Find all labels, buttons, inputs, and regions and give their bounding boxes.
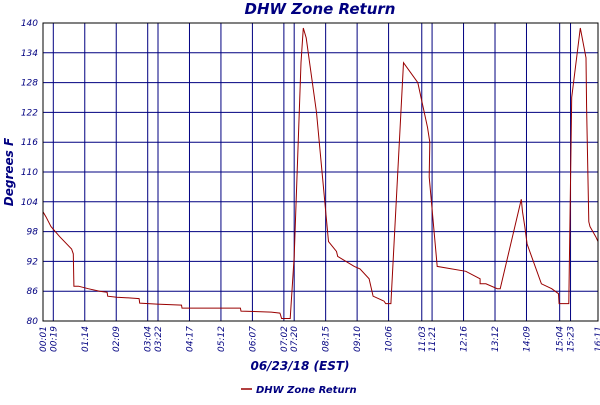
y-tick-label: 116	[21, 138, 38, 148]
y-tick-labels: 80 86 92 98 104 110 116 122 128 134 140	[21, 19, 38, 327]
x-tick-label: 04:17	[185, 326, 195, 352]
x-tick-label: 02:09	[112, 326, 122, 352]
x-tick-label: 06:07	[248, 326, 258, 352]
y-tick-label: 92	[27, 257, 39, 267]
legend: DHW Zone Return	[241, 385, 357, 396]
x-tick-label: 13:12	[491, 326, 501, 352]
x-tick-label: 16:11	[594, 326, 600, 352]
y-axis-label: Degrees F	[2, 137, 16, 206]
x-tick-label: 00:01	[39, 326, 49, 352]
y-tick-label: 98	[27, 228, 39, 238]
plot-frame	[42, 22, 599, 322]
y-tick-label: 122	[21, 108, 38, 118]
x-tick-label: 05:12	[217, 326, 227, 352]
y-tick-label: 110	[21, 168, 38, 178]
x-tick-label: 09:10	[353, 326, 363, 352]
x-tick-label: 10:06	[385, 326, 395, 352]
chart-title: DHW Zone Return	[245, 0, 396, 18]
x-tick-label: 12:16	[460, 326, 470, 352]
x-tick-label: 01:14	[81, 326, 91, 352]
y-tick-label: 128	[21, 79, 38, 89]
x-tick-label: 08:15	[322, 326, 332, 352]
grid	[42, 22, 599, 322]
y-tick-label: 134	[21, 49, 38, 59]
x-tick-label: 03:04	[144, 326, 154, 352]
x-tick-label: 15:23	[567, 326, 577, 352]
x-axis-label: 06/23/18 (EST)	[250, 359, 349, 373]
y-tick-label: 140	[21, 19, 38, 29]
y-tick-label: 104	[21, 198, 38, 208]
x-tick-label: 07:02	[280, 326, 290, 352]
series-layer	[42, 27, 599, 319]
x-tick-labels: 00:01 00:19 01:14 02:09 03:04 03:22 04:17 05:12…	[39, 326, 600, 352]
y-tick-label: 86	[27, 287, 39, 297]
x-tick-label: 15:04	[556, 326, 566, 352]
x-tick-label: 14:09	[522, 326, 532, 352]
x-tick-label: 11:21	[428, 326, 438, 352]
series-line	[42, 27, 599, 319]
x-tick-label: 00:19	[49, 326, 59, 352]
x-tick-label: 07:20	[290, 326, 300, 352]
x-tick-label: 11:03	[418, 326, 428, 352]
legend-label: DHW Zone Return	[256, 385, 357, 396]
y-tick-label: 80	[27, 317, 39, 327]
x-tick-label: 03:22	[154, 326, 164, 352]
